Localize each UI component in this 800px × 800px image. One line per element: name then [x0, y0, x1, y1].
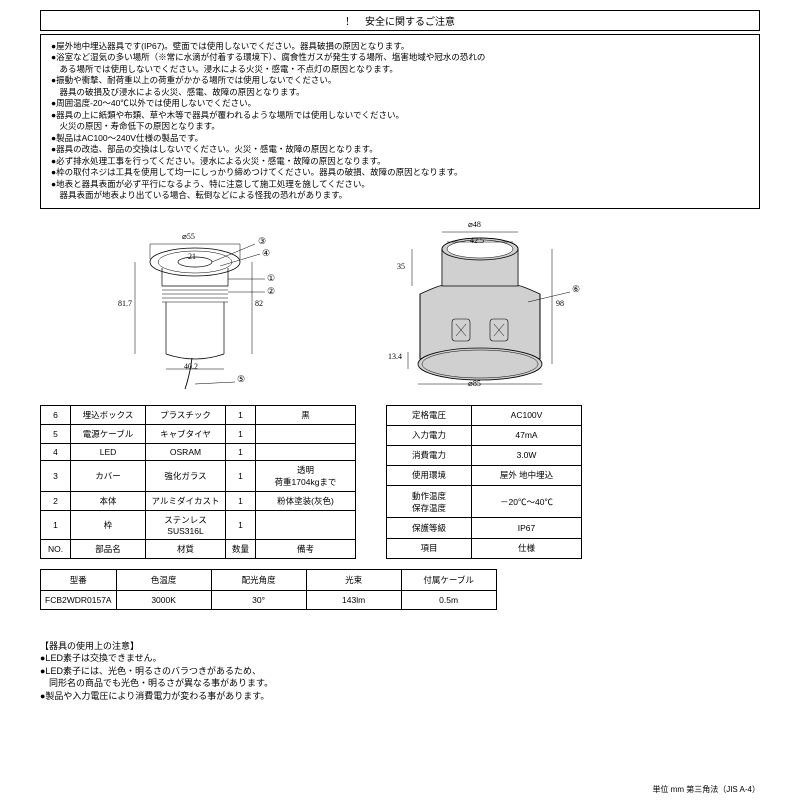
warning-line: ●浴室など湿気の多い場所（※常に水滴が付着する環境下）、腐食性ガスが発生する場所… [51, 52, 749, 63]
callout-4: ④ [262, 248, 270, 259]
dim-35: 35 [397, 262, 405, 271]
table-header-row: 項目仕様 [387, 538, 582, 558]
usage-notes: 【器具の使用上の注意】 ●LED素子は交換できません。●LED素子には、光色・明… [40, 640, 760, 703]
table-row: FCB2WDR0157A3000K30°143lm0.5m [41, 590, 497, 609]
table-row: 消費電力3.0W [387, 445, 582, 465]
warning-line: 火災の原因・寿命低下の原因となります。 [51, 121, 749, 132]
callout-2: ② [267, 286, 275, 297]
callout-1: ① [267, 273, 275, 284]
warning-line: 器具の破損及び浸水による火災、感電、故障の原因となります。 [51, 87, 749, 98]
warning-line: ●地表と器具表面が必ず平行になるよう、特に注意して施工処理を施してください。 [51, 179, 749, 190]
warning-line: ●屋外地中埋込器具です(IP67)。壁面では使用しないでください。器具破損の原因… [51, 41, 749, 52]
warning-line: ●器具の上に紙類や布類、草や木等で器具が覆われるような場所では使用しないでくださ… [51, 110, 749, 121]
dim-d55: ⌀55 [182, 232, 195, 241]
table-row: 保護等級IP67 [387, 518, 582, 538]
table-row: 4LEDOSRAM1 [41, 443, 356, 460]
warning-line: ●振動や衝撃、耐荷重以上の荷重がかかる場所では使用しないでください。 [51, 75, 749, 86]
usage-line: 同形名の商品でも光色・明るさが異なる事があります。 [40, 677, 760, 690]
diagram-box: ⌀48 42.5 35 98 13.4 ⌀85 ⑥ [380, 224, 610, 394]
usage-heading: 【器具の使用上の注意】 [40, 640, 760, 653]
dim-d85: ⌀85 [468, 379, 481, 388]
table-row: 使用環境屋外 地中埋込 [387, 465, 582, 485]
warning-line: ●器具の改造、部品の交換はしないでください。火災・感電・故障の原因となります。 [51, 144, 749, 155]
table-row: 動作温度保存温度－20℃～40℃ [387, 485, 582, 518]
warning-box: ●屋外地中埋込器具です(IP67)。壁面では使用しないでください。器具破損の原因… [40, 34, 760, 209]
callout-3: ③ [258, 236, 266, 247]
table-header-row: 型番色温度配光角度光束付属ケーブル [41, 569, 497, 590]
table-row: 2本体アルミダイカスト1粉体塗装(灰色) [41, 491, 356, 510]
dim-21: 21 [188, 252, 196, 261]
title-bar: ！ 安全に関するご注意 [40, 10, 760, 31]
warning-line: ●枠の取付ネジは工具を使用して均一にしっかり締めつけてください。器具の破損、故障… [51, 167, 749, 178]
fixture-svg [100, 224, 320, 394]
parts-table: 6埋込ボックスプラスチック1黒5電源ケーブルキャブタイヤ14LEDOSRAM13… [40, 405, 356, 559]
dim-82: 82 [255, 299, 263, 308]
warning-line: ●必ず排水処理工事を行ってください。浸水による火災・感電・故障の原因となります。 [51, 156, 749, 167]
table-row: 3カバー強化ガラス1透明荷重1704kgまで [41, 460, 356, 491]
table-row: 定格電圧AC100V [387, 405, 582, 425]
table-row: 5電源ケーブルキャブタイヤ1 [41, 424, 356, 443]
dim-98: 98 [556, 299, 564, 308]
dim-402: 40.2 [184, 362, 198, 371]
warning-line: ある場所では使用しないでください。浸水による火災・感電・不点灯の原因となります。 [51, 64, 749, 75]
dim-134: 13.4 [388, 352, 402, 361]
table-row: 入力電力47mA [387, 425, 582, 445]
callout-5: ⑤ [237, 374, 245, 385]
dim-817: 81.7 [118, 299, 132, 308]
usage-line: ●LED素子は交換できません。 [40, 652, 760, 665]
warning-line: ●製品はAC100～240V仕様の製品です。 [51, 133, 749, 144]
warning-line: 器具表面が地表より出ている場合、転倒などによる怪我の恐れがあります。 [51, 190, 749, 201]
table-row: 6埋込ボックスプラスチック1黒 [41, 405, 356, 424]
tables-row: 6埋込ボックスプラスチック1黒5電源ケーブルキャブタイヤ14LEDOSRAM13… [40, 405, 760, 559]
footer: 単位 mm 第三角法（JIS A-4） [652, 784, 760, 795]
table-header-row: NO.部品名材質数量備考 [41, 539, 356, 558]
diagram-row: ⌀55 21 81.7 82 40.2 ③ ④ ① ② ⑤ [40, 219, 760, 399]
model-table: 型番色温度配光角度光束付属ケーブルFCB2WDR0157A3000K30°143… [40, 569, 497, 610]
spec-table: 定格電圧AC100V入力電力47mA消費電力3.0W使用環境屋外 地中埋込動作温… [386, 405, 582, 559]
usage-line: ●LED素子には、光色・明るさのバラつきがあるため、 [40, 665, 760, 678]
dim-425: 42.5 [470, 236, 484, 245]
dim-d48: ⌀48 [468, 220, 481, 229]
diagram-fixture: ⌀55 21 81.7 82 40.2 ③ ④ ① ② ⑤ [100, 224, 320, 394]
box-svg [380, 224, 610, 394]
usage-line: ●製品や入力電圧により消費電力が変わる事があります。 [40, 690, 760, 703]
callout-6: ⑥ [572, 284, 580, 295]
warning-line: ●周囲温度-20～40℃以外では使用しないでください。 [51, 98, 749, 109]
table-row: 1枠ステンレスSUS316L1 [41, 510, 356, 539]
